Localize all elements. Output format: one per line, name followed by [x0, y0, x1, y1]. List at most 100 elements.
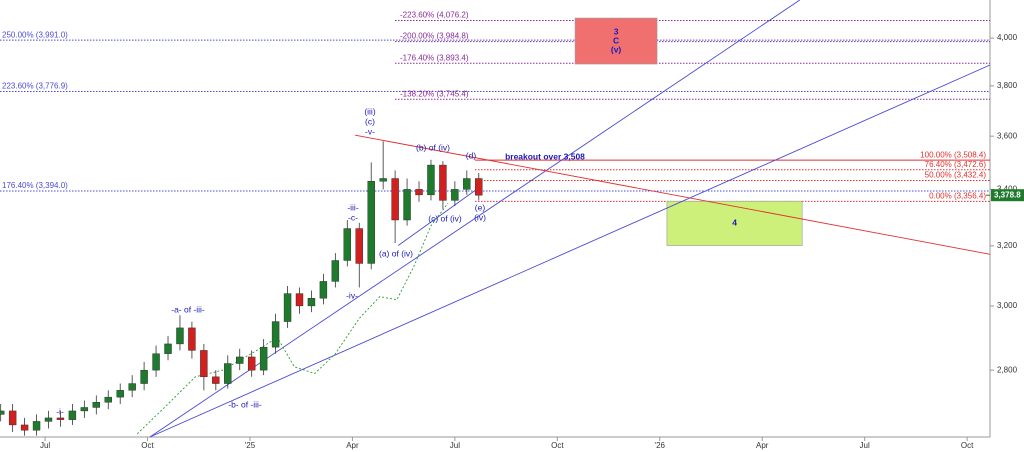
candle-body — [319, 281, 328, 299]
candle-body — [451, 189, 459, 201]
last-price-label: 3,378.8 — [994, 190, 1021, 199]
y-tick-label: 3,000 — [997, 301, 1018, 310]
wave-label: (b) of (iv) — [416, 142, 450, 152]
x-tick-label: Jul — [40, 441, 50, 450]
x-tick-label: Oct — [141, 441, 154, 450]
candle-body — [164, 343, 172, 354]
trendline — [355, 134, 991, 255]
wave-label: -iii- — [347, 202, 358, 212]
candle-body — [283, 293, 292, 322]
box-label: 4 — [732, 218, 737, 228]
wave-label: -b- of -iii- — [228, 399, 262, 409]
candle-body — [128, 383, 136, 391]
candle-body — [355, 228, 363, 264]
wave-label: (a) of (iv) — [379, 248, 413, 258]
fib-label: -138.20% (3,745.4) — [400, 89, 469, 98]
fib-label: -200.00% (3,984.8) — [400, 32, 469, 41]
candle-body — [439, 164, 447, 201]
trendline — [149, 64, 991, 438]
y-tick-label: 3,400 — [997, 184, 1018, 193]
candle-body — [104, 396, 112, 403]
wave-label: (iii) — [364, 106, 375, 116]
candle-body — [367, 181, 375, 264]
candle-body — [307, 297, 316, 307]
fib-label: 50.00% (3,432.4) — [925, 171, 987, 180]
wave-label: (e) — [475, 202, 486, 212]
candle-body — [236, 356, 244, 364]
y-tick-label: 3,600 — [997, 131, 1018, 140]
target-box — [574, 17, 658, 65]
candle-body — [44, 417, 53, 422]
candle-body — [188, 327, 196, 351]
x-tick-label: Oct — [961, 441, 974, 450]
target-box — [666, 200, 803, 246]
box-label: (v) — [611, 44, 622, 54]
fib-label: 100.00% (3,508.4) — [920, 150, 986, 159]
y-tick-label: 3,200 — [997, 241, 1018, 250]
candle-body — [80, 407, 89, 412]
candle-body — [391, 178, 399, 221]
candle-body — [379, 178, 387, 182]
candle-body — [92, 402, 101, 408]
fib-label: 0.00% (3,356.4) — [929, 192, 986, 201]
x-tick-label: '26 — [655, 441, 666, 450]
y-tick-label: 4,000 — [997, 33, 1018, 42]
candle-body — [68, 410, 77, 420]
candle-body — [475, 178, 483, 196]
wave-label: -c- — [348, 212, 358, 222]
candle-body — [415, 189, 423, 196]
wave-label: (c) of (iv) — [428, 213, 462, 223]
wave-label: -v- — [365, 126, 375, 136]
trendline — [397, 186, 481, 246]
candle-body — [212, 376, 220, 384]
y-tick-label: 3,800 — [997, 81, 1018, 90]
trendline — [149, 0, 801, 438]
fib-label: -176.40% (3,893.4) — [400, 53, 469, 62]
wave-label: (c) — [365, 116, 375, 126]
fib-label: -223.60% (4,076.2) — [400, 11, 469, 20]
x-tick-label: Apr — [756, 441, 769, 450]
candle-body — [271, 321, 280, 348]
candle-body — [176, 327, 184, 345]
candle-body — [403, 189, 411, 221]
box-label: C — [613, 35, 619, 45]
x-tick-label: Oct — [551, 441, 564, 450]
fib-label: 76.40% (3,472.6) — [925, 160, 987, 169]
candle-body — [8, 410, 17, 426]
fib-label: 250.00% (3,991.0) — [2, 30, 68, 39]
candle-body — [0, 410, 5, 415]
moving-average — [136, 202, 449, 435]
candle-body — [152, 353, 160, 371]
box-label: 3 — [614, 26, 619, 36]
wave-label: -i- — [56, 406, 64, 416]
candle-body — [20, 424, 29, 431]
wave-label: (d) — [466, 150, 477, 160]
y-tick-label: 2,800 — [997, 365, 1018, 374]
candle-body — [343, 228, 352, 261]
fib-label: 176.40% (3,394.0) — [2, 181, 68, 190]
wave-label: breakout over 3,508 — [505, 151, 585, 161]
candle-body — [259, 346, 268, 371]
x-tick-label: Apr — [346, 441, 359, 450]
candle-body — [247, 356, 256, 371]
candle-body — [116, 390, 124, 398]
x-tick-label: Jul — [860, 441, 870, 450]
x-tick-label: Jul — [450, 441, 460, 450]
x-tick-label: '25 — [245, 441, 256, 450]
candle-body — [140, 369, 148, 384]
candle-body — [56, 417, 65, 420]
candle-body — [224, 363, 232, 384]
wave-label: (iv) — [474, 212, 486, 222]
candle-body — [427, 164, 435, 196]
wave-label: -a- of -iii- — [171, 304, 205, 314]
candle-body — [463, 178, 471, 190]
candle-body — [200, 350, 208, 378]
last-price-tag — [991, 189, 1024, 202]
wave-label: -iv- — [346, 290, 358, 300]
candle-body — [32, 421, 41, 431]
candle-body — [331, 260, 340, 282]
fib-label: 223.60% (3,776.9) — [2, 82, 68, 91]
candle-body — [295, 293, 304, 307]
